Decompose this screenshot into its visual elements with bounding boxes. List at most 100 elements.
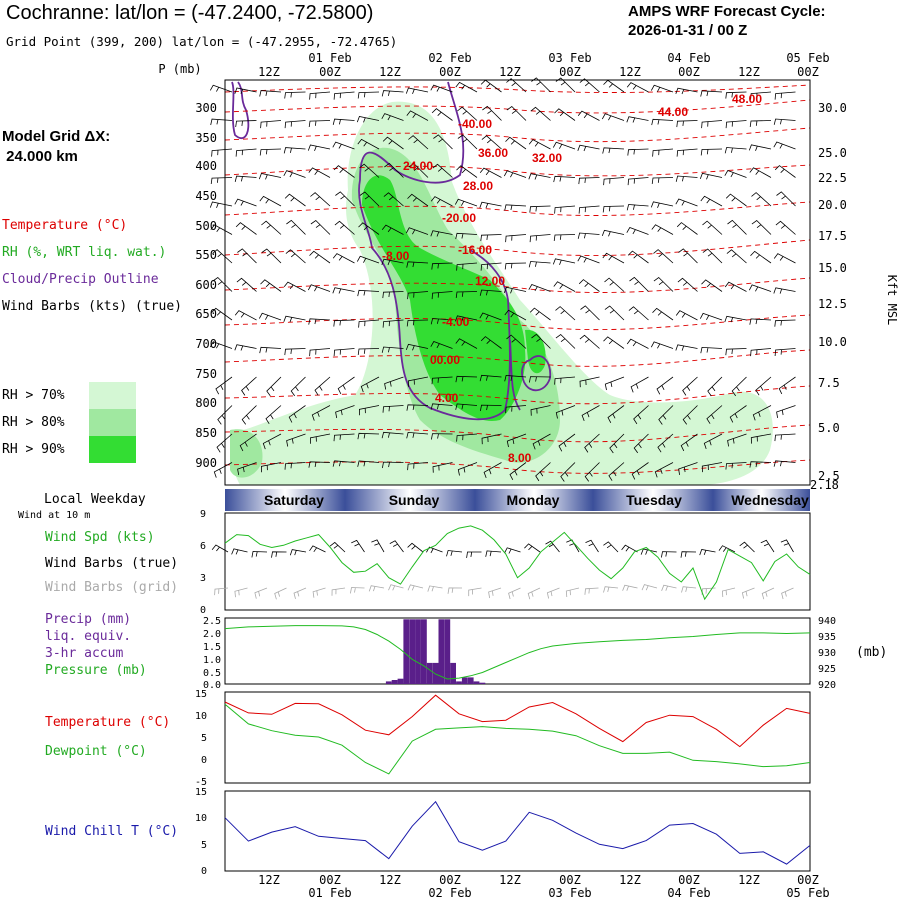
wind-barb	[382, 461, 404, 469]
wind-barb	[604, 376, 625, 391]
wind-barb	[585, 539, 599, 553]
wind-barb	[314, 376, 331, 396]
wind-barb	[609, 433, 625, 454]
weekday-name: Sunday	[389, 492, 440, 508]
temp-contour-11	[224, 424, 811, 443]
legend-rh70-label: RH > 70%	[2, 388, 65, 403]
wind-barb	[774, 165, 796, 178]
wind-barb	[309, 348, 331, 357]
p-tick: 750	[195, 367, 217, 381]
bottom-tick-label: 00Z	[797, 873, 819, 887]
precip-y-tick: 2.5	[203, 616, 221, 627]
wind-barb	[309, 545, 326, 553]
wind-barb	[529, 307, 551, 321]
wind-barb	[579, 78, 600, 93]
wind-barb	[236, 277, 257, 292]
wind-barb	[455, 81, 478, 93]
precip-bar	[444, 619, 451, 684]
contour-label: -20.00	[442, 211, 476, 225]
wind-barb	[578, 177, 600, 185]
wind-barb	[468, 587, 482, 597]
legend-rh80-swatch	[89, 409, 136, 436]
wind-barb	[408, 162, 429, 178]
wind-barb	[482, 105, 502, 121]
wind-barb	[488, 587, 502, 599]
kft-tick: 22.5	[818, 171, 847, 185]
grid-point-label: Grid Point (399, 200) lat/lon = (-47.295…	[6, 34, 398, 49]
chill-panel: 15 10 5 0	[195, 787, 811, 877]
wind-barb	[274, 587, 287, 600]
wind-barb	[739, 541, 755, 553]
wind-barb	[680, 551, 697, 558]
contour-label: -16.00	[458, 243, 492, 257]
wind-barb	[505, 405, 527, 414]
wind-barb	[433, 134, 453, 150]
wind-barb	[608, 462, 625, 481]
precip-bar	[456, 681, 462, 684]
wind-barb	[524, 543, 541, 553]
wind-barb	[260, 462, 282, 473]
wind-barb	[260, 120, 282, 129]
kft-tick: 25.0	[818, 146, 847, 160]
wind-barb	[427, 585, 443, 592]
wind-barb	[351, 539, 365, 553]
wind-barb	[259, 148, 282, 156]
wind-barb	[407, 584, 424, 591]
wind-barb	[331, 587, 346, 596]
wind-barb	[554, 108, 576, 121]
forecast-cycle: AMPS WRF Forecast Cycle: 2026-01-31 / 00…	[628, 2, 826, 40]
wind-barb	[308, 120, 331, 128]
wind-barb	[603, 336, 625, 349]
p-tick: 900	[195, 456, 217, 470]
wind-barb	[284, 462, 306, 470]
wind-barb	[577, 110, 600, 121]
pressure-y-tick: 930	[818, 648, 836, 659]
p-tick: 600	[195, 278, 217, 292]
wind-barb	[447, 587, 463, 594]
wind-barb	[384, 162, 404, 178]
wind-barb	[529, 376, 551, 383]
wind-barb	[389, 540, 404, 553]
cloud-outline-right	[509, 339, 552, 411]
wind-barb	[480, 336, 502, 349]
wind-barb	[231, 548, 248, 555]
wind-barb	[480, 262, 502, 271]
temp-contour-10	[224, 385, 811, 405]
wind-barb	[503, 170, 527, 178]
wind-barb	[457, 106, 478, 121]
wind-barb	[357, 432, 380, 440]
top-tick-label: 00Z	[439, 65, 461, 79]
wind-barb	[652, 148, 674, 157]
wind-barb	[553, 175, 576, 183]
wind-barb	[405, 87, 429, 95]
wind-barb	[309, 250, 331, 264]
wind-barb	[430, 230, 453, 237]
wind-barb	[760, 539, 775, 553]
wind-barb	[382, 291, 404, 299]
legend-temperature: Temperature (°C)	[2, 218, 128, 233]
wind-barb	[265, 405, 282, 425]
wind-barb	[773, 118, 796, 125]
temp-y-tick: 0	[201, 755, 207, 766]
wind-barb	[241, 405, 257, 425]
wind-barb	[446, 550, 463, 557]
wind-barb	[333, 165, 355, 178]
wind-barb	[675, 198, 698, 207]
bottom-date-label: 03 Feb	[548, 886, 591, 900]
wind-barb	[749, 461, 772, 468]
wind-barb	[234, 344, 257, 351]
chill-y-tick: 5	[201, 840, 207, 851]
wind-barb	[455, 375, 478, 383]
wind-barb	[213, 462, 233, 478]
p-tick: 400	[195, 159, 217, 173]
chill-y-tick: 15	[195, 787, 207, 798]
kft-tick: 7.5	[818, 376, 840, 390]
wind-barb	[283, 147, 306, 154]
p-tick: 450	[195, 189, 217, 203]
wind-barb	[405, 343, 429, 351]
temp-contour-2	[224, 99, 811, 114]
p-tick: 700	[195, 337, 217, 351]
wind-barb	[357, 460, 380, 467]
wind-barb	[651, 224, 674, 235]
temp-y-tick: 10	[195, 711, 207, 722]
